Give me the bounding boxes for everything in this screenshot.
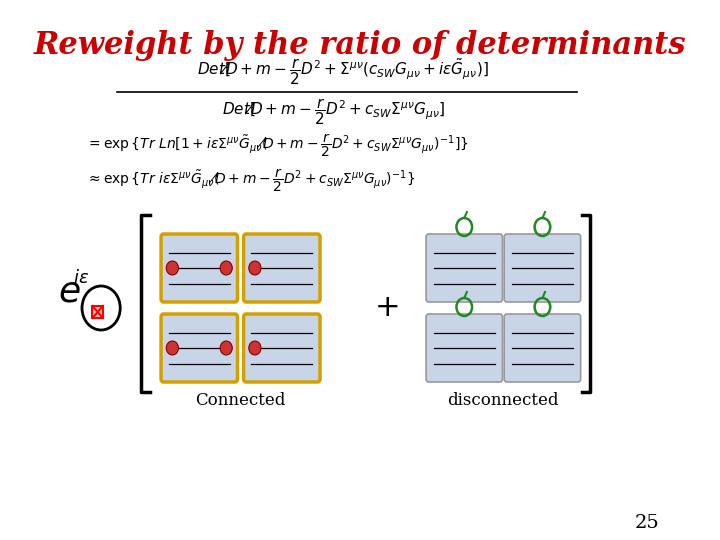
FancyBboxPatch shape [243, 234, 320, 302]
Text: $Det[\not\!\!D + m - \dfrac{r}{2}D^2 + c_{SW}\Sigma^{\mu\nu}G_{\mu\nu}]$: $Det[\not\!\!D + m - \dfrac{r}{2}D^2 + c… [222, 97, 446, 127]
Circle shape [166, 261, 179, 275]
Circle shape [249, 341, 261, 355]
FancyBboxPatch shape [426, 314, 503, 382]
Text: disconnected: disconnected [448, 392, 559, 409]
FancyBboxPatch shape [504, 314, 580, 382]
FancyBboxPatch shape [161, 314, 238, 382]
Text: Reweight by the ratio of determinants: Reweight by the ratio of determinants [34, 30, 686, 61]
Circle shape [166, 341, 179, 355]
FancyBboxPatch shape [243, 314, 320, 382]
Text: $= \exp\{Tr\ Ln[1 + i\varepsilon\Sigma^{\mu\nu}\tilde{G}_{\mu\nu}(\not\!\!D + m : $= \exp\{Tr\ Ln[1 + i\varepsilon\Sigma^{… [86, 131, 469, 159]
FancyBboxPatch shape [504, 234, 580, 302]
Circle shape [220, 341, 233, 355]
Text: $+$: $+$ [374, 294, 398, 322]
Circle shape [249, 261, 261, 275]
FancyBboxPatch shape [92, 306, 103, 318]
FancyBboxPatch shape [426, 234, 503, 302]
FancyBboxPatch shape [161, 234, 238, 302]
Text: $i\varepsilon$: $i\varepsilon$ [73, 269, 89, 287]
Text: $e$: $e$ [58, 275, 81, 309]
Text: $\approx \exp\{Tr\ i\varepsilon\Sigma^{\mu\nu}\tilde{G}_{\mu\nu}(\not\!\!D + m -: $\approx \exp\{Tr\ i\varepsilon\Sigma^{\… [86, 166, 415, 194]
Text: Connected: Connected [195, 392, 285, 409]
Circle shape [220, 261, 233, 275]
Text: $Det[\not\!\!D + m - \dfrac{r}{2}D^2 + \Sigma^{\mu\nu}(c_{SW}G_{\mu\nu} + i\vare: $Det[\not\!\!D + m - \dfrac{r}{2}D^2 + \… [197, 57, 488, 87]
Text: 25: 25 [635, 514, 660, 532]
